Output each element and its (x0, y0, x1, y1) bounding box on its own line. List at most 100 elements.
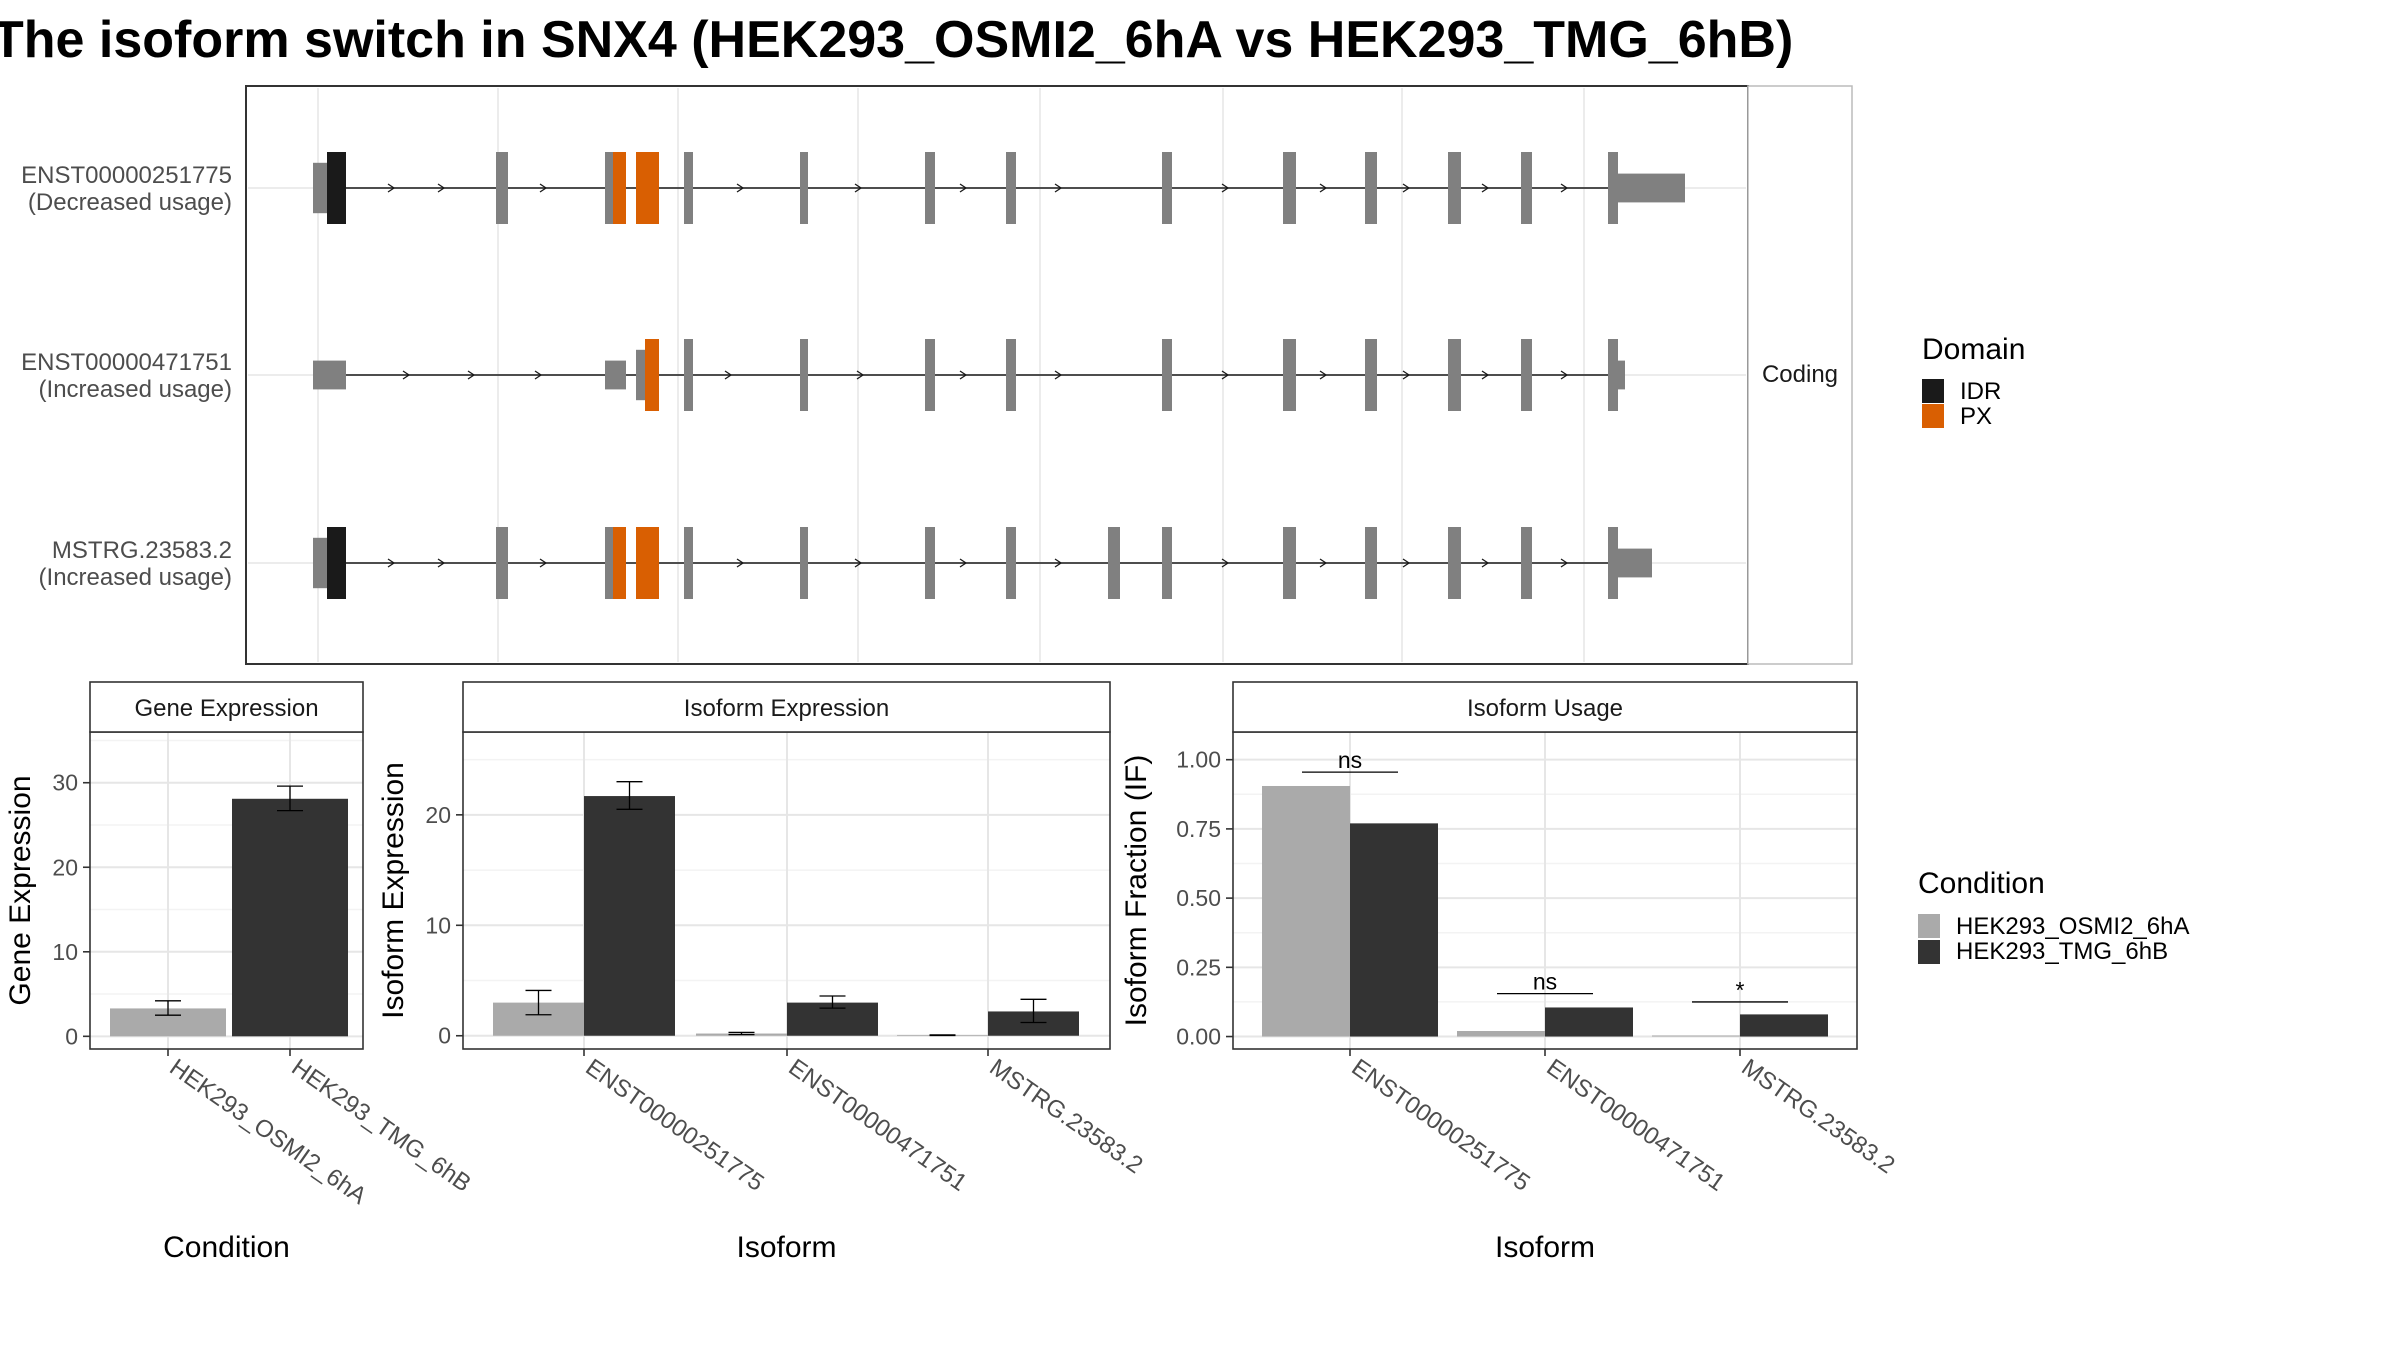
x-tick-label: ENST00000251775 (1347, 1054, 1535, 1197)
direction-arrow (854, 183, 863, 193)
structure-panel: Coding (245, 85, 1853, 665)
domain-exon (613, 152, 626, 224)
exon (1618, 173, 1685, 203)
exon (1162, 152, 1172, 224)
y-tick-label: 0.50 (1176, 885, 1221, 911)
isoform-track (313, 339, 1625, 411)
domain-legend: Domain IDR PX (1922, 333, 2025, 430)
legend-label-osmi2: HEK293_OSMI2_6hA (1956, 913, 2189, 940)
exon (800, 527, 808, 599)
legend-swatch-osmi2 (1918, 914, 1940, 938)
exon (1283, 152, 1296, 224)
exon (1283, 339, 1296, 411)
bar-chart-panel: ns ns * Isoform Usage 0.00 0.25 0.50 0.75 1.00 EN… (1120, 681, 1900, 1264)
bar (1262, 785, 1350, 1037)
exon (1365, 527, 1377, 599)
isoform-id-label: ENST00000251775 (21, 162, 232, 189)
y-tick-label: 20 (52, 854, 78, 880)
exon (1521, 152, 1532, 224)
bar (1457, 1031, 1545, 1037)
exon (1521, 339, 1532, 411)
panel-strip (462, 681, 1111, 733)
y-axis-title: Isoform Expression (377, 762, 410, 1019)
direction-arrow (736, 558, 745, 568)
exon (1608, 152, 1618, 224)
exon (496, 152, 508, 224)
exon (684, 527, 693, 599)
exon (1006, 152, 1016, 224)
x-tick-label: ENST00000471751 (1542, 1054, 1730, 1197)
direction-arrow (387, 558, 396, 568)
y-axis-title: Gene Expression (4, 775, 37, 1005)
exon (1618, 360, 1625, 390)
domain-exon (327, 152, 346, 224)
exon (313, 537, 327, 589)
exon (800, 152, 808, 224)
direction-arrow (1402, 183, 1411, 193)
direction-arrow (402, 370, 411, 380)
direction-arrow (1481, 558, 1490, 568)
direction-arrow (736, 183, 745, 193)
exon (313, 162, 327, 214)
exon (1162, 339, 1172, 411)
direction-arrow (1319, 183, 1328, 193)
condition-legend-title: Condition (1918, 867, 2045, 900)
bar (1350, 823, 1438, 1037)
exon (1448, 527, 1461, 599)
exon (1608, 527, 1618, 599)
direction-arrow (1560, 370, 1569, 380)
direction-arrow (1402, 370, 1411, 380)
isoform-usage-label: (Increased usage) (39, 376, 232, 403)
x-tick-label: MSTRG.23583.2 (1737, 1054, 1900, 1179)
direction-arrow (437, 183, 446, 193)
y-tick-label: 10 (52, 939, 78, 965)
bar-charts: Gene Expression0102030HEK293_OSMI2_6hAHE… (4, 681, 1900, 1264)
exon (1608, 339, 1618, 411)
x-tick-label: ENST00000251775 (581, 1054, 769, 1197)
isoform-row-labels: ENST00000251775 (Decreased usage) ENST00… (21, 162, 232, 591)
exon (496, 527, 508, 599)
panel-title: Gene Expression (134, 695, 318, 722)
exon (605, 527, 613, 599)
exon (925, 339, 935, 411)
bar-chart-panel: Isoform Expression 0 10 20 ENST00000251775 EN… (377, 681, 1148, 1264)
figure-title: The isoform switch in SNX4 (HEK293_OSMI2… (0, 11, 1793, 69)
significance-label: ns (1338, 747, 1362, 773)
direction-arrow (959, 558, 968, 568)
domain-exon (645, 339, 659, 411)
exon (1448, 339, 1461, 411)
y-tick-label: 30 (52, 770, 78, 796)
legend-label-idr: IDR (1960, 378, 2001, 405)
exon (1108, 527, 1120, 599)
x-tick-label: MSTRG.23583.2 (985, 1054, 1148, 1179)
y-tick-label: 0.75 (1176, 816, 1221, 842)
exon (925, 527, 935, 599)
direction-arrow (1481, 370, 1490, 380)
coding-strip (1747, 85, 1853, 665)
bar (1740, 1014, 1828, 1037)
exon (1162, 527, 1172, 599)
direction-arrow (467, 370, 476, 380)
isoform-id-label: MSTRG.23583.2 (52, 537, 232, 564)
exon (1365, 339, 1377, 411)
legend-swatch-idr (1922, 379, 1944, 403)
condition-legend: Condition HEK293_OSMI2_6hA HEK293_TMG_6h… (1918, 867, 2189, 965)
exon (636, 349, 645, 401)
direction-arrow (1221, 558, 1230, 568)
exon (800, 339, 808, 411)
y-tick-label: 10 (425, 912, 451, 938)
exon (1365, 152, 1377, 224)
exon (1006, 339, 1016, 411)
legend-label-tmg: HEK293_TMG_6hB (1956, 938, 2168, 965)
y-tick-label: 20 (425, 802, 451, 828)
y-tick-label: 0.00 (1176, 1024, 1221, 1050)
domain-exon (613, 527, 626, 599)
direction-arrow (959, 370, 968, 380)
exon (1618, 548, 1652, 578)
bar (232, 798, 348, 1037)
exon (684, 152, 693, 224)
direction-arrow (1402, 558, 1411, 568)
exon (1006, 527, 1016, 599)
direction-arrow (959, 183, 968, 193)
